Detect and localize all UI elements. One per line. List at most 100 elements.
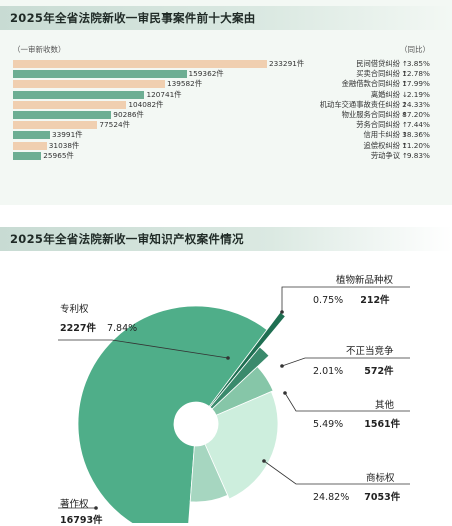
bar-row: 77524件 劳务合同纠纷 ↑ 7.44% <box>0 120 452 130</box>
bar <box>13 90 145 99</box>
label-patent: 专利权 <box>60 304 89 315</box>
bar-category-label: 民间借贷纠纷 <box>356 59 400 68</box>
down-arrow-icon: ↓ <box>402 90 408 99</box>
percent-unfair-competition: 2.01% <box>313 366 344 377</box>
leader-other <box>284 392 410 412</box>
bar-category-label: 金融借款合同纠纷 <box>341 79 400 89</box>
bar <box>13 80 165 89</box>
percent-other: 5.49% <box>313 419 344 430</box>
up-arrow-icon: ↑ <box>402 100 408 109</box>
count-patent: 2227件 <box>60 323 96 334</box>
value-trademark: 24.82% 7053件 <box>313 489 400 503</box>
bar <box>13 151 42 160</box>
value-plant-variety: 0.75% 212件 <box>313 292 390 306</box>
bar-category-label: 信用卡纠纷 <box>363 130 400 140</box>
bar-row: 104082件 机动车交通事故责任纠纷 ↑ 24.33% <box>0 100 452 110</box>
yoy-unit-label: （同比） <box>400 45 430 54</box>
up-arrow-icon: ↑ <box>402 80 408 89</box>
count-unit-label: （一审新收数） <box>13 45 66 54</box>
bar <box>13 100 127 109</box>
percent-plant-variety: 0.75% <box>313 295 344 306</box>
donut-hole <box>174 402 218 446</box>
leader-trademark <box>263 460 410 485</box>
label-other: 其他 <box>375 400 395 411</box>
bar-yoy-label: 38.36% <box>402 130 430 140</box>
bar-chart-title: 2025年全省法院新收一审民事案件前十大案由 <box>10 11 256 25</box>
label-copyright: 著作权 <box>60 499 89 510</box>
value-copyright: 16793件 <box>60 512 103 526</box>
bar-value-label: 31038件 <box>48 140 80 150</box>
bar-value-label: 159362件 <box>188 69 224 79</box>
count-trademark: 7053件 <box>364 492 401 503</box>
bar-category-label: 物业服务合同纠纷 <box>341 110 400 119</box>
count-other: 1561件 <box>364 419 401 430</box>
bar-chart-title-bar: 2025年全省法院新收一审民事案件前十大案由 <box>0 6 452 30</box>
bar-yoy-label: 9.83% <box>406 150 430 160</box>
count-copyright: 16793件 <box>60 515 103 526</box>
count-unfair-competition: 572件 <box>364 366 394 377</box>
leader-dot <box>226 356 230 360</box>
leader-plant-variety <box>281 286 410 312</box>
bar-yoy-label: 2.19% <box>406 89 430 99</box>
bar-category-label: 离婚纠纷 <box>370 89 400 99</box>
leader-dot <box>280 310 284 314</box>
percent-patent: 7.84% <box>106 323 138 334</box>
top-ten-civil-causes-panel: 2025年全省法院新收一审民事案件前十大案由 （一审新收数） （同比） 2332… <box>0 0 452 205</box>
bar-value-label: 104082件 <box>128 99 164 109</box>
bar-value-label: 233291件 <box>269 59 305 68</box>
bar-category-label: 追偿权纠纷 <box>363 140 400 150</box>
bar-value-label: 77524件 <box>99 120 130 130</box>
bar <box>13 131 50 140</box>
percent-trademark: 24.82% <box>313 492 350 503</box>
bar-row: 139582件 金融借款合同纠纷 ↑ 17.99% <box>0 79 452 89</box>
bar-value-label: 25965件 <box>43 150 74 160</box>
bar-yoy-label: 24.33% <box>402 99 430 109</box>
label-plant-variety: 植物新品种权 <box>336 275 394 286</box>
bar-category-label: 机动车交通事故责任纠纷 <box>319 99 400 109</box>
bar-value-label: 90286件 <box>113 110 144 119</box>
bar <box>13 60 267 68</box>
label-unfair-competition: 不正当竞争 <box>346 346 394 357</box>
bar <box>13 111 112 119</box>
up-arrow-icon: ↑ <box>402 111 408 119</box>
leader-dot <box>262 459 266 463</box>
bar-yoy-label: 11.20% <box>402 140 430 150</box>
leader-dot <box>94 506 98 510</box>
bar-row: 33991件 信用卡纠纷 ↑ 38.36% <box>0 130 452 140</box>
bar-category-label: 劳动争议 <box>370 150 400 160</box>
bar-value-label: 139582件 <box>166 79 203 89</box>
leader-unfair-competition <box>281 357 410 367</box>
up-arrow-icon: ↑ <box>402 151 408 160</box>
bar-yoy-label: 12.78% <box>402 69 430 79</box>
count-plant-variety: 212件 <box>360 295 390 306</box>
bar-row: 159362件 买卖合同纠纷 ↑ 12.78% <box>0 69 452 79</box>
ip-chart-title: 2025年全省法院新收一审知识产权案件情况 <box>10 232 244 246</box>
bar-category-label: 买卖合同纠纷 <box>356 69 400 79</box>
bar-row: 25965件 劳动争议 ↑ 9.83% <box>0 151 452 161</box>
bar-category-label: 劳务合同纠纷 <box>356 120 400 130</box>
bar-yoy-label: 7.44% <box>406 120 430 130</box>
value-unfair-competition: 2.01% 572件 <box>313 363 394 377</box>
bar-value-label: 33991件 <box>52 130 83 140</box>
up-arrow-icon: ↑ <box>402 131 408 140</box>
value-other: 5.49% 1561件 <box>313 416 400 430</box>
bar-row: 90286件 物业服务合同纠纷 ↑ 87.20% <box>0 110 452 120</box>
bar-yoy-label: 3.85% <box>406 59 430 68</box>
bar <box>13 121 98 130</box>
ip-chart-title-bar: 2025年全省法院新收一审知识产权案件情况 <box>0 227 452 251</box>
leader-dot <box>280 364 284 368</box>
bar-value-label: 120741件 <box>146 89 182 99</box>
label-trademark: 商标权 <box>366 473 395 484</box>
bar <box>13 70 187 79</box>
bar-yoy-label: 17.99% <box>402 79 430 89</box>
value-patent: 2227件 7.84% <box>60 320 137 334</box>
leader-dot <box>283 391 287 395</box>
up-arrow-icon: ↑ <box>402 121 408 130</box>
bar-row: 120741件 离婚纠纷 ↓ 2.19% <box>0 90 452 100</box>
up-arrow-icon: ↑ <box>402 141 408 150</box>
leader-patent <box>58 339 229 359</box>
bar-row: 31038件 追偿权纠纷 ↑ 11.20% <box>0 141 452 151</box>
bar-row: 233291件 民间借贷纠纷 ↑ 3.85% <box>0 59 452 69</box>
bar-yoy-label: 87.20% <box>402 110 430 119</box>
